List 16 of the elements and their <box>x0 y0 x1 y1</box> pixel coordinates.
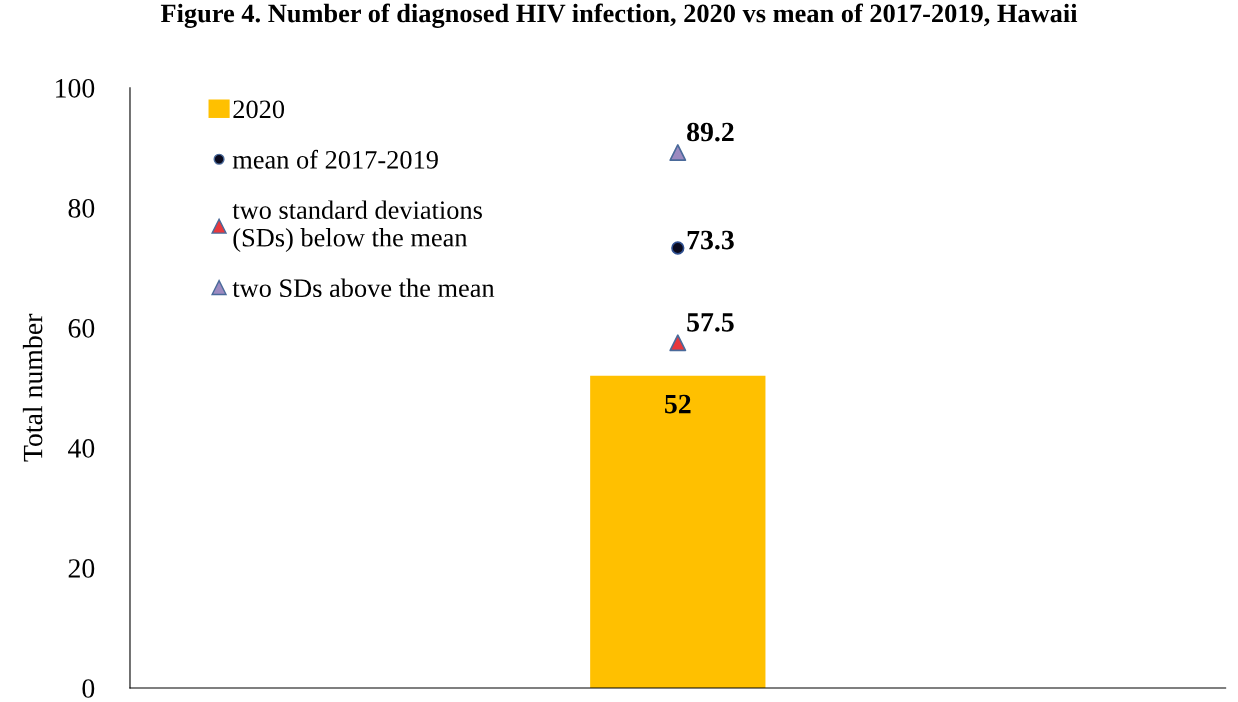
y-tick-label: 80 <box>68 198 95 218</box>
legend-label: two standard deviations (SDs) below the mean <box>232 200 482 252</box>
y-tick-label: 40 <box>68 439 95 458</box>
y-axis-title: Total number <box>22 313 43 462</box>
y-tick-label: 0 <box>82 679 95 698</box>
data-label: 57.5 <box>687 313 734 332</box>
legend-label: two SDs above the mean <box>232 278 495 298</box>
data-label: 73.3 <box>687 230 734 250</box>
y-tick-label: 20 <box>68 559 95 578</box>
y-tick-label: 100 <box>56 78 95 98</box>
legend-label: 2020 <box>233 100 285 119</box>
data-label: 52 <box>665 394 691 414</box>
chart-title: Figure 4. Number of diagnosed HIV infection, 2020 vs mean of 2017-2019, Hawaii <box>160 3 1078 28</box>
data-label: 89.2 <box>687 122 734 142</box>
y-tick-label: 60 <box>68 319 95 338</box>
legend-label: mean of 2017-2019 <box>232 149 438 169</box>
